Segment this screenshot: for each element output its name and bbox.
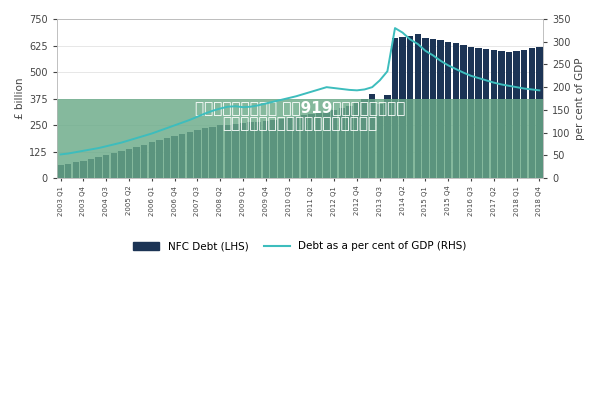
Bar [430, 39, 436, 178]
Bar [475, 48, 482, 178]
Y-axis label: £ billion: £ billion [15, 78, 25, 119]
Bar [445, 42, 451, 178]
Bar [422, 38, 428, 178]
Bar [110, 153, 117, 178]
Bar [369, 94, 376, 178]
Bar [80, 161, 86, 178]
Bar [232, 124, 239, 178]
Bar [209, 127, 216, 178]
Bar [415, 34, 421, 178]
Bar [103, 155, 109, 178]
Bar [187, 132, 193, 178]
Bar [65, 164, 71, 178]
Bar [270, 120, 277, 178]
Bar [57, 98, 543, 178]
Bar [301, 116, 307, 178]
Bar [141, 144, 148, 178]
Bar [498, 51, 505, 178]
Bar [149, 142, 155, 178]
Bar [529, 48, 535, 178]
Bar [308, 114, 314, 178]
Bar [164, 138, 170, 178]
Bar [521, 50, 527, 178]
Bar [95, 157, 102, 178]
Bar [514, 51, 520, 178]
Bar [73, 162, 79, 178]
Bar [536, 46, 542, 178]
Bar [263, 121, 269, 178]
Bar [452, 43, 459, 178]
Bar [323, 112, 330, 178]
Bar [240, 123, 246, 178]
Bar [468, 46, 474, 178]
Bar [331, 110, 337, 178]
Y-axis label: per cent of GDP: per cent of GDP [575, 57, 585, 140]
Bar [156, 140, 163, 178]
Bar [118, 151, 125, 178]
Bar [179, 134, 185, 178]
Bar [286, 118, 292, 178]
Bar [491, 50, 497, 178]
Bar [407, 36, 413, 178]
Bar [194, 130, 200, 178]
Bar [506, 52, 512, 178]
Bar [361, 98, 368, 178]
Bar [247, 122, 254, 178]
Bar [172, 136, 178, 178]
Bar [224, 125, 231, 178]
Bar [338, 108, 345, 178]
Bar [217, 126, 223, 178]
Bar [354, 102, 360, 178]
Bar [460, 45, 467, 178]
Bar [316, 113, 322, 178]
Bar [437, 40, 444, 178]
Text: 最信得过的配资平台 顶固919世界健康守护日：: 最信得过的配资平台 顶固919世界健康守护日： [195, 100, 405, 116]
Bar [126, 149, 132, 178]
Bar [255, 122, 262, 178]
Text: 多维赋能，共启全民健康家居守护行动: 多维赋能，共启全民健康家居守护行动 [223, 116, 377, 132]
Bar [202, 128, 208, 178]
Bar [88, 159, 94, 178]
Legend: NFC Debt (LHS), Debt as a per cent of GDP (RHS): NFC Debt (LHS), Debt as a per cent of GD… [129, 237, 471, 256]
Bar [293, 116, 299, 178]
Bar [346, 106, 353, 178]
Bar [400, 37, 406, 178]
Bar [278, 119, 284, 178]
Bar [392, 38, 398, 178]
Bar [483, 49, 490, 178]
Bar [58, 165, 64, 178]
Bar [384, 95, 391, 178]
Bar [133, 147, 140, 178]
Bar [377, 104, 383, 178]
